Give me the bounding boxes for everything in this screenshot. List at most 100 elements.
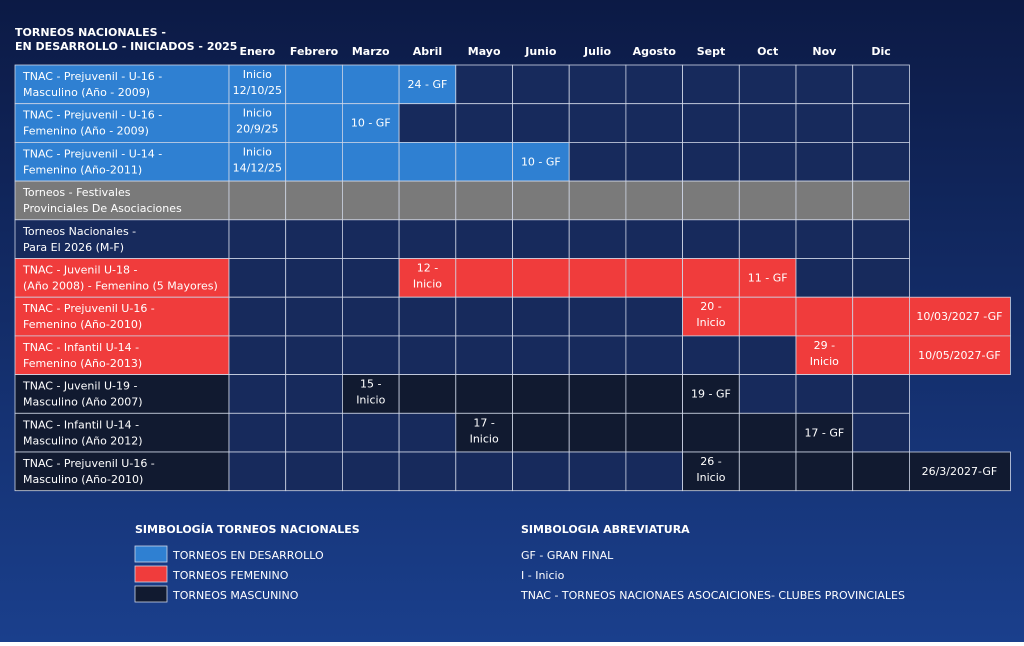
final-text: 26/3/2027-GF [922,465,998,478]
cell [341,335,400,375]
cell [852,219,910,259]
cell-text: 11 - GF [748,272,788,285]
cell [512,412,570,453]
cell [738,219,797,259]
cell [852,258,910,298]
cell [795,451,854,492]
cell [341,141,400,182]
cell [738,335,797,375]
cell [852,451,910,492]
column-header: Oct [757,45,778,58]
cell [285,103,343,143]
cell [398,374,457,414]
abbr-item: I - Inicio [521,569,565,582]
row-label: TNAC - Prejuvenil - U-16 - [22,70,162,83]
cell-text: 12/10/25 [233,84,282,97]
cell [682,103,740,143]
cell [568,258,627,298]
cell [625,258,684,298]
cell [285,258,343,298]
cell [228,374,287,414]
cell [285,219,343,259]
cell [398,296,457,337]
row-label: Masculino (Año 2007) [23,396,143,409]
cell [455,64,513,105]
cell [455,451,513,492]
row-label: TNAC - Juvenil U-18 - [22,264,138,277]
cell [228,335,287,375]
cell [568,296,627,337]
cell [398,258,457,298]
cell [909,451,1011,492]
cell [625,64,684,105]
cell [512,64,570,105]
column-header: Abril [413,45,442,58]
cell [228,258,287,298]
row-label: Masculino (Año-2010) [23,473,143,486]
cell [398,180,457,221]
cell [682,180,740,221]
cell [285,412,343,453]
cell [682,335,740,375]
cell [455,180,513,221]
cell [738,412,797,453]
cell [512,258,570,298]
cell [398,103,457,143]
cell [228,451,287,492]
legend-item: TORNEOS FEMENINO [172,569,289,582]
cell [455,335,513,375]
cell [625,335,684,375]
cell-text: 20/9/25 [236,123,278,136]
row-label: TNAC - Infantil U-14 - [22,341,139,354]
cell-text: Inicio [413,278,442,291]
cell [341,296,400,337]
cell [341,180,400,221]
cell [852,412,910,453]
column-header: Sept [697,45,726,58]
cell [852,64,910,105]
column-header: Junio [524,45,557,58]
row-label-cell [14,258,230,298]
final-text: 10/03/2027 -GF [916,310,1002,323]
row-label: Provinciales De Asociaciones [23,202,182,215]
cell [341,64,400,105]
cell [909,296,1011,337]
cell [341,258,400,298]
cell-text: Inicio [243,145,272,158]
row-label: Femenino (Año - 2009) [23,125,149,138]
cell [285,141,343,182]
row-label: Femenino (Año-2013) [23,357,142,370]
cell [568,412,627,453]
cell [795,141,854,182]
cell [795,412,854,453]
header-title: TORNEOS NACIONALES - [15,26,166,39]
row-label: TNAC - Infantil U-14 - [22,418,139,431]
cell [682,296,740,337]
cell [285,335,343,375]
row-label-cell [14,141,230,182]
cell [625,180,684,221]
row-label-cell [14,412,230,453]
cell [738,103,797,143]
row-label: Femenino (Año-2011) [23,163,142,176]
cell [625,103,684,143]
cell [398,335,457,375]
column-header: Enero [239,45,275,58]
cell [341,451,400,492]
legend-item: TORNEOS MASCUNINO [172,589,299,602]
cell [455,412,513,453]
cell [455,296,513,337]
cell-text: 20 - [700,300,721,313]
abbr-item: TNAC - TORNEOS NACIONAES ASOCAICIONES- C… [520,589,905,602]
cell-text: 14/12/25 [233,161,282,174]
cell [285,64,343,105]
cell [738,296,797,337]
row-label: (Año 2008) - Femenino (5 Mayores) [23,280,218,293]
cell-text: 15 - [360,378,381,391]
legend-swatch [134,585,168,603]
row-label: TNAC - Prejuvenil U-16 - [22,302,155,315]
cell [795,103,854,143]
cell [228,141,287,182]
cell [512,296,570,337]
